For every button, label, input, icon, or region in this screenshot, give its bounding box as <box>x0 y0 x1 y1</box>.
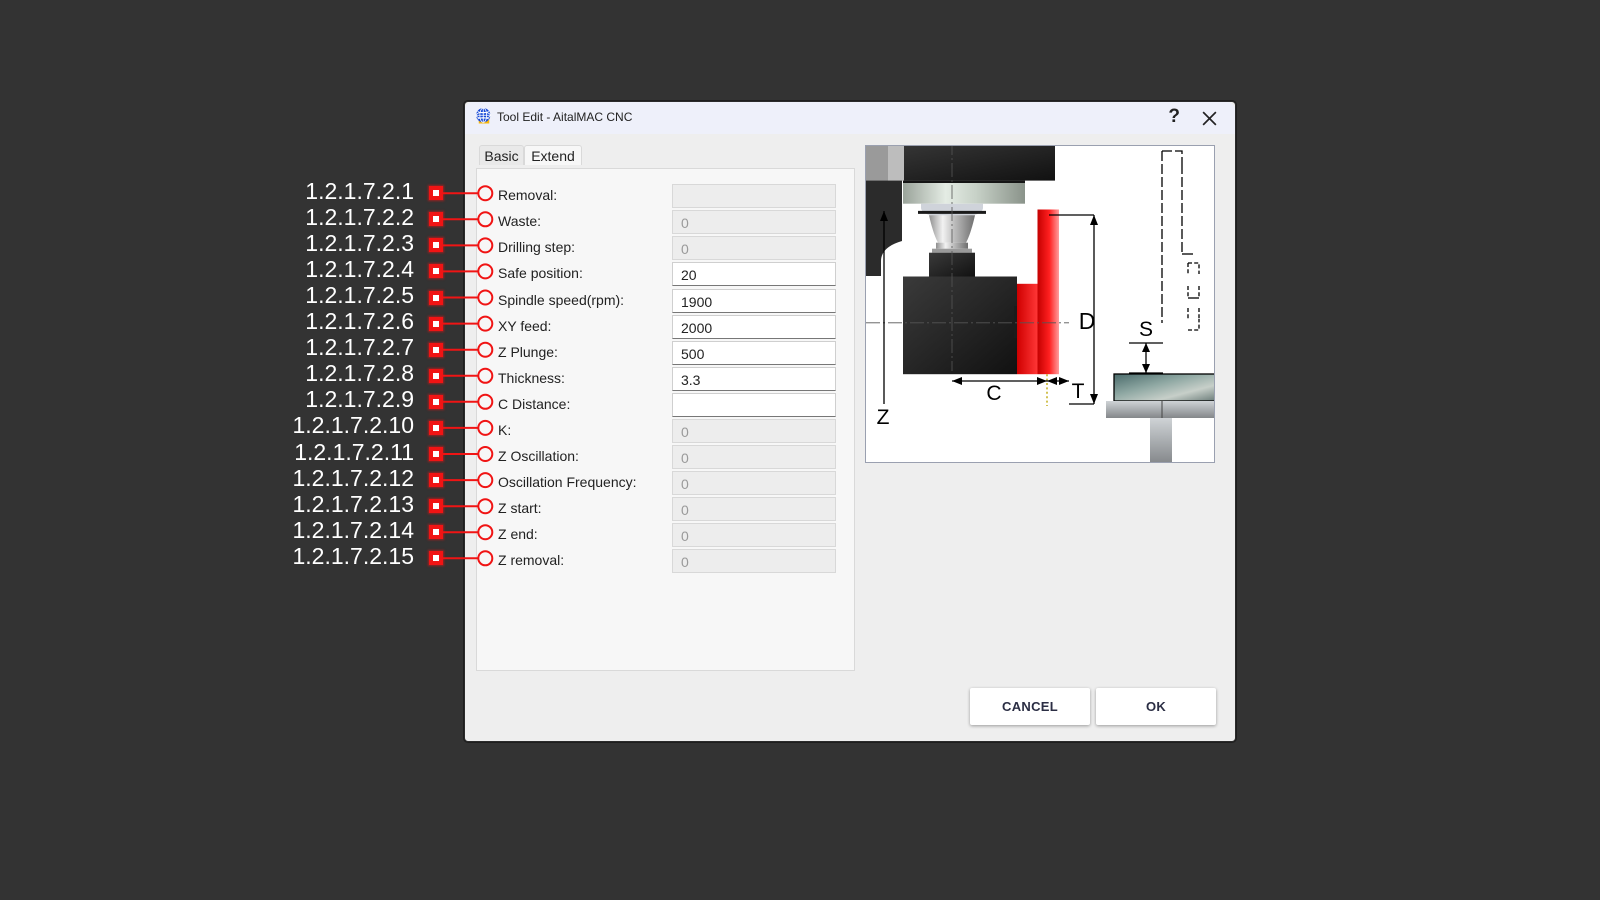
svg-text:C: C <box>986 382 1001 405</box>
svg-text:D: D <box>1079 308 1096 334</box>
svg-text:S: S <box>1139 318 1153 341</box>
svg-text:Z: Z <box>877 406 890 429</box>
svg-text:T: T <box>1072 380 1085 403</box>
